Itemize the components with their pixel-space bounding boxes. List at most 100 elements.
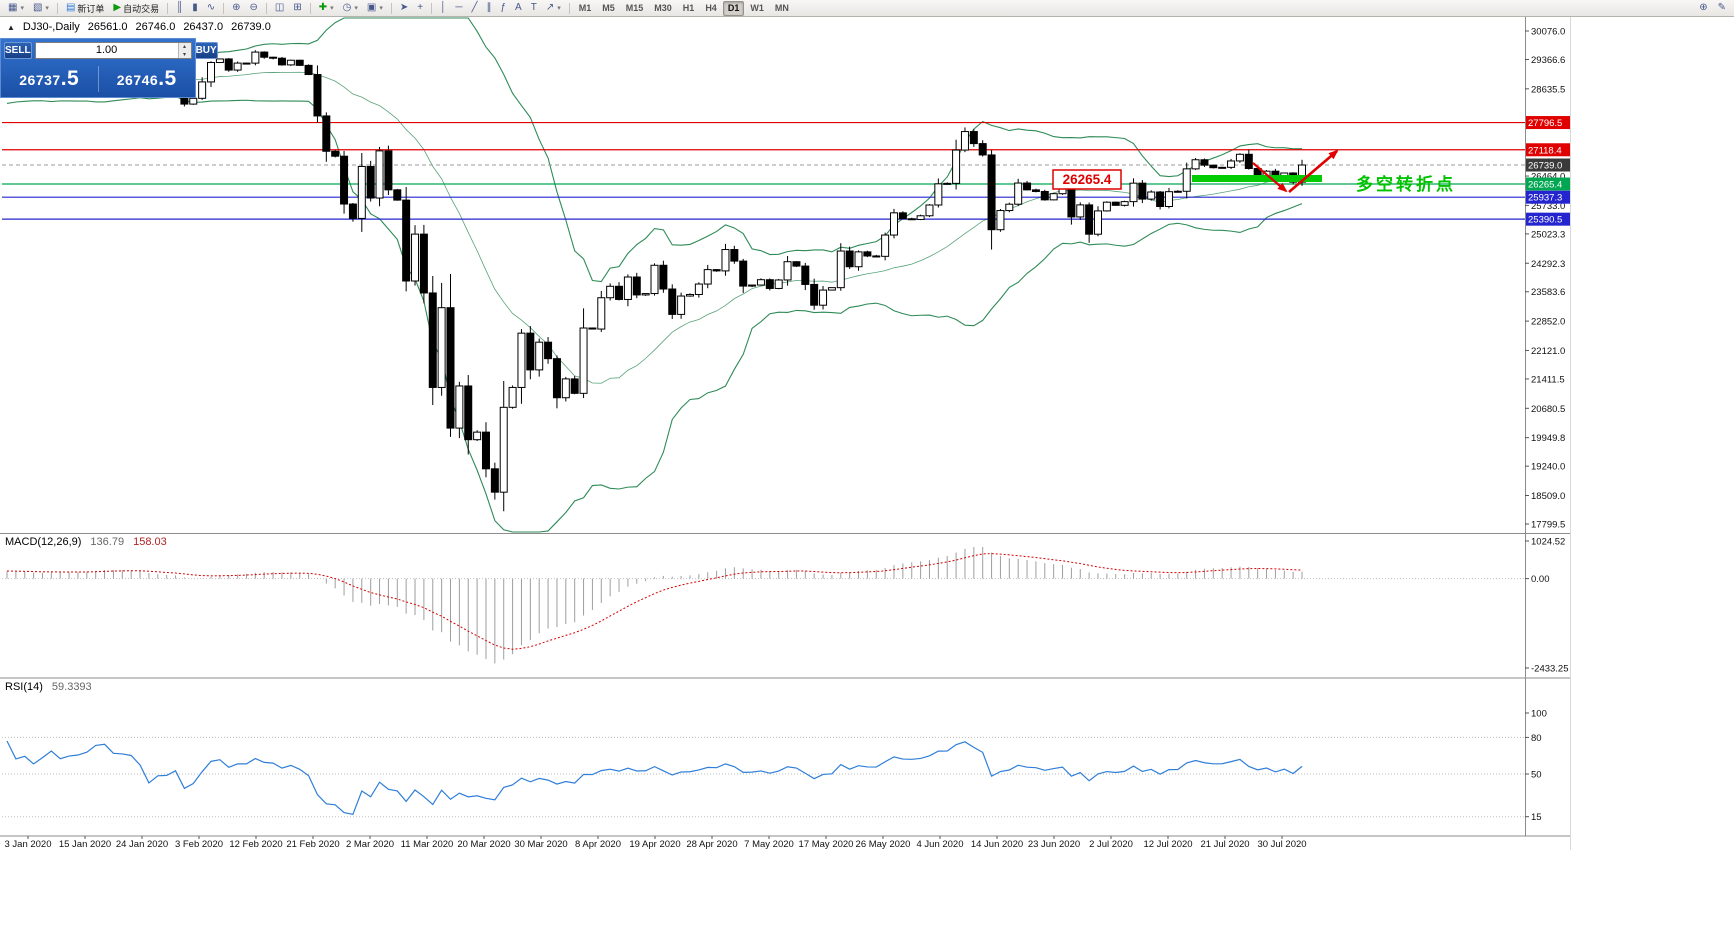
volume-down-icon[interactable]: ▾ [183,51,187,58]
rsi-layer: 100 80 50 15 [2,709,1547,823]
templates-dropdown-icon[interactable]: ▾ [379,5,383,12]
edit-tool-icon: ✎ [1717,2,1726,13]
buy-price-main: 26746 [116,72,159,88]
line-chart-button[interactable]: ∿ [203,1,219,16]
toolbar-separator [56,2,58,14]
text-button[interactable]: A [511,1,526,16]
new-order-button[interactable]: ▤ 新订单 [62,1,108,16]
vertical-line-button[interactable]: │ [436,1,450,16]
tile-windows-button[interactable]: ◫ [271,1,288,16]
indicators-dropdown-icon[interactable]: ▾ [330,5,334,12]
timeframe-m30-button[interactable]: M30 [649,1,677,16]
timeframe-m5-button[interactable]: M5 [597,1,620,16]
turning-point-label[interactable]: 多空转折点 [1356,174,1456,194]
autotrading-label: 自动交易 [123,3,160,14]
periods-button[interactable]: ◷ ▾ [339,1,362,16]
timeframe-m15-button[interactable]: M15 [621,1,649,16]
autotrading-button[interactable]: ▶ 自动交易 [109,1,163,16]
toolbar-separator [568,2,570,14]
svg-text:50: 50 [1531,770,1542,781]
buy-price[interactable]: 26746.5 [99,67,196,91]
rsi-value: 59.3393 [51,681,92,693]
new-chart-icon: ▦ [8,2,18,13]
zoom-tool-button[interactable]: ⊕ [1695,1,1711,16]
edit-tool-button[interactable]: ✎ [1714,1,1730,16]
svg-text:7 May 2020: 7 May 2020 [744,839,794,850]
timeframe-m1-button[interactable]: M1 [574,1,597,16]
one-click-trading-panel: SELL ▴ ▾ BUY 26737.5 26746.5 [0,38,218,98]
svg-text:1024.52: 1024.52 [1531,536,1565,547]
svg-text:25390.5: 25390.5 [1528,215,1562,226]
timeframe-d1-button[interactable]: D1 [722,0,745,16]
macd-panel-header: MACD(12,26,9) 136.79 158.03 [5,536,167,548]
candlestick-chart-button[interactable]: ▮ [188,1,202,16]
timeframe-h4-button[interactable]: H4 [700,1,722,16]
svg-text:26464.0: 26464.0 [1531,172,1565,183]
new-chart-button[interactable]: ▦ ▾ [4,1,28,16]
collapse-arrow-icon[interactable]: ▲ [7,22,15,32]
periods-icon: ◷ [342,2,352,13]
svg-text:29366.6: 29366.6 [1531,55,1565,66]
price-callout[interactable]: 26265.4 [1052,169,1122,190]
svg-text:17799.5: 17799.5 [1531,519,1565,530]
templates-button[interactable]: ▣ ▾ [363,1,387,16]
fibonacci-button[interactable]: ƒ [496,1,510,16]
volume-spinner: ▴ ▾ [177,42,191,58]
cursor-button[interactable]: ➤ [396,1,412,16]
price-axis[interactable]: 30076.0 29366.6 28635.5 26464.0 25733.0 25023… [1525,27,1570,531]
ohlc-open: 26561.0 [87,21,128,33]
timeframe-w1-button[interactable]: W1 [745,1,769,16]
crosshair-button[interactable]: + [413,1,427,16]
toolbar-separator [431,2,433,14]
svg-text:25733.0: 25733.0 [1531,201,1565,212]
pullback-arrow[interactable] [1252,162,1288,193]
chart-layers: 30076.0 29366.6 28635.5 26464.0 25733.0 25023… [0,17,1571,850]
horizontal-line-objects[interactable] [2,121,1525,220]
horizontal-line-button[interactable]: ─ [451,1,466,16]
arrows-button[interactable]: ↗ ▾ [542,1,565,16]
timeframe-h1-button[interactable]: H1 [678,1,700,16]
svg-text:3 Jan 2020: 3 Jan 2020 [4,839,51,850]
buy-button[interactable]: BUY [194,41,218,59]
toolbar-separator [265,2,267,14]
vertical-line-icon: │ [440,2,447,13]
periods-dropdown-icon[interactable]: ▾ [354,5,358,12]
svg-text:20680.5: 20680.5 [1531,404,1565,415]
svg-text:8 Apr 2020: 8 Apr 2020 [575,839,621,850]
zoom-out-button[interactable]: ⊖ [246,1,262,16]
zoom-in-button[interactable]: ⊕ [228,1,244,16]
svg-text:22121.0: 22121.0 [1531,346,1565,357]
equidistant-channel-button[interactable]: ∥ [482,1,495,16]
arrows-dropdown-icon[interactable]: ▾ [557,5,561,12]
svg-text:23583.6: 23583.6 [1531,287,1565,298]
crosshair-icon: + [417,2,424,13]
volume-up-icon[interactable]: ▴ [183,43,187,50]
trendline-icon: ╱ [471,2,478,13]
indicators-button[interactable]: ✚ ▾ [315,1,338,16]
panel-separators[interactable] [0,17,1571,850]
chart-profiles-dropdown-icon[interactable]: ▾ [45,5,49,12]
sell-price[interactable]: 26737.5 [1,67,98,91]
sell-button[interactable]: SELL [4,41,32,59]
time-axis[interactable]: 3 Jan 2020 15 Jan 2020 24 Jan 2020 3 Feb 20… [4,836,1307,850]
volume-input[interactable] [35,42,178,58]
bar-chart-button[interactable]: ║ [172,1,187,16]
horizontal-line-icon: ─ [455,2,463,13]
svg-text:17 May 2020: 17 May 2020 [799,839,854,850]
breakout-arrow[interactable] [1288,149,1339,193]
timeframe-mn-button[interactable]: MN [770,1,794,16]
support-zone-bar[interactable] [1192,175,1322,182]
svg-text:25937.3: 25937.3 [1528,193,1562,204]
auto-arrange-button[interactable]: ⊞ [289,1,305,16]
svg-text:18509.0: 18509.0 [1531,491,1565,502]
svg-text:12 Feb 2020: 12 Feb 2020 [229,839,282,850]
trendline-button[interactable]: ╱ [467,1,481,16]
new-order-icon: ▤ [65,2,76,13]
svg-text:11 Mar 2020: 11 Mar 2020 [401,839,454,850]
text-label-button[interactable]: T [527,1,541,16]
new-chart-dropdown-icon[interactable]: ▾ [20,5,24,12]
svg-text:15: 15 [1531,812,1542,823]
chart-profiles-button[interactable]: ▧ ▾ [29,1,53,16]
toolbar-separator [167,2,169,14]
